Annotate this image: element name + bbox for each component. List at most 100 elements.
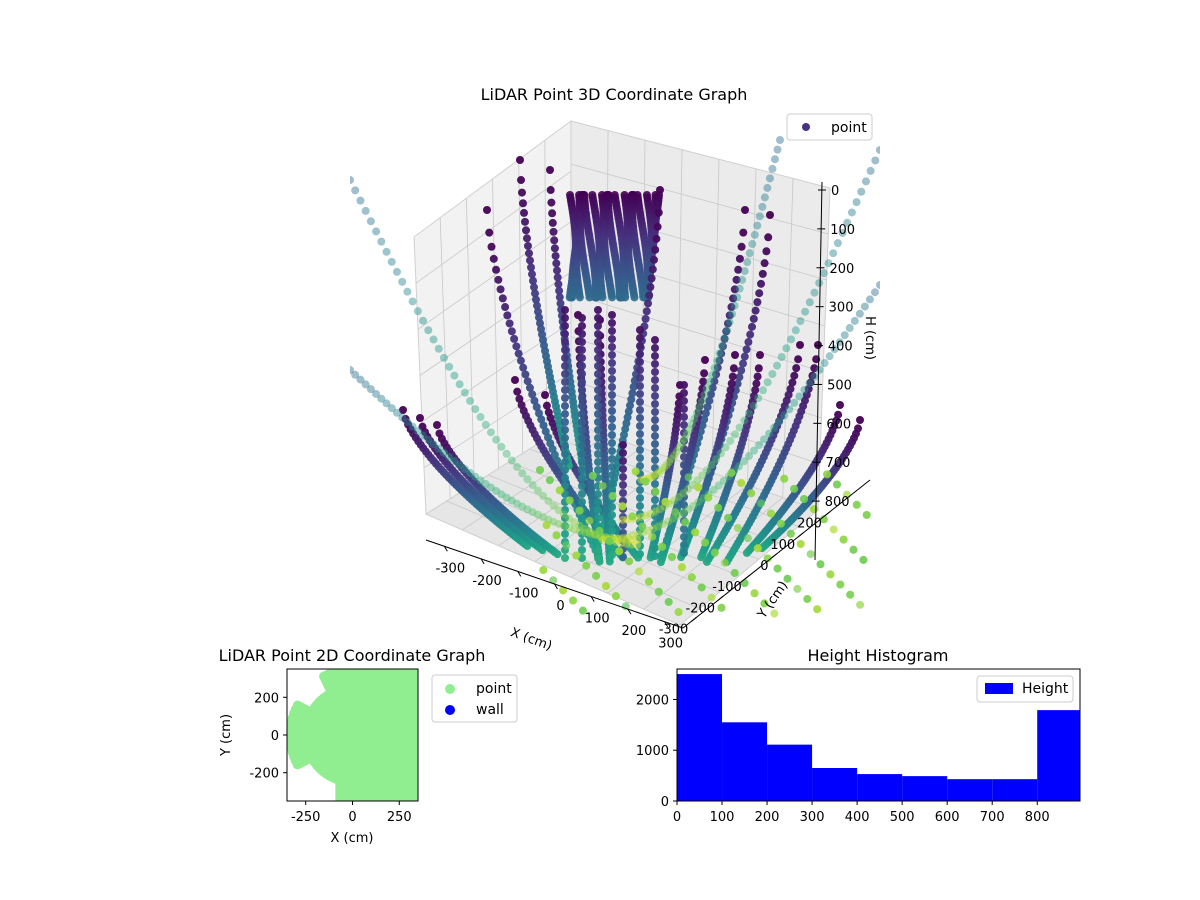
point-marker-3d [655,468,664,477]
point-marker-3d [636,534,644,542]
point-marker-3d [539,513,548,522]
point-marker-3d [621,602,630,611]
point-marker-3d [637,512,646,521]
point-marker-3d [627,535,636,544]
point-marker-3d [481,480,490,489]
point-marker-3d [578,362,586,370]
point-marker-3d [619,441,627,449]
point-marker-3d [647,473,656,482]
point-marker-3d [542,521,551,530]
z-tick-label-3d: 400 [828,340,853,355]
point-marker-3d [561,418,569,426]
point-marker-3d [536,466,544,474]
point-marker-3d [823,470,832,479]
point-marker-3d [791,326,800,335]
point-marker-3d [527,263,535,272]
point-marker-3d [806,378,815,387]
point-marker-3d [622,535,631,544]
point-marker-3d [721,443,730,452]
point-marker-3d [708,383,717,392]
x-tick-label-3d: 200 [622,624,647,639]
point-marker-3d [651,352,659,360]
point-marker-3d [636,326,644,334]
point-marker-3d [525,249,533,258]
point-marker-3d [809,505,818,514]
point-marker-3d [644,299,652,308]
point-marker-3d [578,354,586,362]
point-marker-3d [524,241,532,250]
point-marker-3d [578,410,586,418]
point-marker-3d [651,512,659,520]
point-marker-3d [565,514,574,523]
point-marker-3d [533,486,542,495]
point-marker-3d [839,535,848,544]
point-marker-3d [636,398,644,406]
point-marker-3d [460,388,469,397]
point-marker-3d [486,428,495,437]
point-marker-3d [800,385,809,394]
point-marker-3d [636,358,644,366]
point-marker-3d [712,370,721,379]
point-marker-3d [434,444,443,453]
point-marker-3d [542,401,551,410]
point-marker-3d [657,466,666,475]
point-marker-3d [594,554,602,562]
point-marker-3d [707,460,716,469]
point-marker-3d [840,331,849,340]
point-marker-3d [356,196,365,205]
point-marker-3d [618,533,627,542]
point-marker-3d [523,377,532,386]
point-marker-3d [651,408,659,416]
point-marker-3d [699,377,708,386]
point-marker-3d [656,505,665,514]
point-marker-3d [545,476,554,485]
point-marker-3d [351,186,360,195]
point-marker-3d [594,458,602,466]
point-marker-3d [424,326,433,335]
point-marker-3d [634,530,643,539]
point-marker-3d [788,378,797,387]
point-marker-3d [608,351,616,359]
point-marker-3d [707,390,715,399]
point-marker-3d [560,521,569,530]
point-marker-3d [561,514,569,522]
chart-3d-points [350,136,880,618]
point-marker-3d [705,396,714,405]
point-marker-3d [424,435,433,444]
point-marker-3d [608,327,616,335]
point-marker-3d [630,293,639,302]
point-marker-3d [805,379,814,388]
point-marker-3d [738,275,747,284]
point-marker-3d [698,384,707,393]
point-marker-3d [608,399,616,407]
point-marker-3d [539,491,548,500]
point-marker-3d [608,423,616,431]
point-marker-3d [815,365,824,374]
point-marker-3d [561,378,569,386]
point-marker-3d [627,395,636,404]
point-marker-3d [553,266,561,275]
y-tick-label-3d: 200 [797,517,822,532]
point-marker-3d [580,524,589,533]
point-marker-3d [722,327,731,336]
point-marker-3d [549,501,558,510]
point-marker-3d [709,485,718,494]
point-marker-3d [636,430,644,438]
point-marker-3d [651,448,659,456]
point-marker-3d [561,370,569,378]
point-marker-3d [755,441,764,450]
point-marker-3d [733,293,742,302]
point-marker-3d [476,413,485,422]
point-marker-3d [737,242,746,251]
point-marker-3d [776,519,785,528]
point-marker-3d [651,416,659,424]
point-marker-3d [814,341,822,349]
point-marker-3d [667,454,676,463]
point-marker-3d [803,595,812,604]
point-marker-3d [800,495,808,503]
point-marker-3d [636,406,644,414]
point-marker-3d [350,366,354,374]
chart-3d-title: LiDAR Point 3D Coordinate Graph [481,85,748,104]
point-marker-3d [651,520,659,528]
chart-3d-legend-box [786,113,873,141]
